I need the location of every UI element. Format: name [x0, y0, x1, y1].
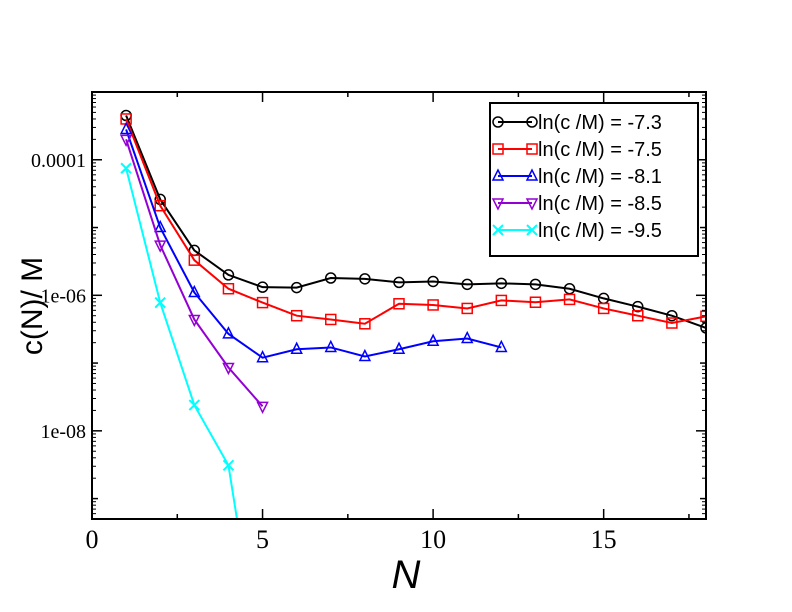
data-point — [154, 219, 167, 233]
data-point — [290, 281, 303, 294]
legend-marker — [492, 116, 504, 128]
data-point — [119, 134, 133, 148]
data-point — [461, 330, 474, 344]
series-line — [125, 115, 706, 329]
data-point — [700, 310, 706, 323]
series-2 — [120, 113, 706, 330]
data-point — [495, 277, 508, 290]
legend-marker — [492, 143, 504, 155]
y-tick-label: 1e-06 — [40, 285, 86, 307]
legend-entry: ln(c /M) = -7.5 — [492, 139, 662, 161]
legend-label: ln(c /M) = -9.5 — [538, 220, 662, 242]
data-point — [154, 296, 166, 309]
legend-marker — [525, 198, 539, 211]
series-line — [125, 139, 264, 407]
data-point — [188, 284, 201, 298]
data-point — [529, 278, 542, 291]
legend-label: ln(c /M) = -8.5 — [538, 193, 662, 215]
x-tick-label: 0 — [86, 525, 99, 554]
data-point — [427, 275, 439, 288]
data-point — [666, 309, 678, 322]
series-5 — [120, 162, 238, 519]
series-3 — [119, 121, 508, 363]
data-point — [154, 240, 167, 253]
x-tick-label: 5 — [256, 525, 269, 554]
data-point — [359, 318, 371, 330]
data-point — [222, 362, 235, 376]
series-line — [125, 167, 238, 519]
data-point — [427, 299, 439, 311]
legend: ln(c /M) = -7.3 ln(c /M) = -7.5 ln(c /M) =… — [489, 102, 699, 257]
data-point — [597, 302, 610, 315]
legend-label: ln(c /M) = -8.1 — [538, 166, 662, 188]
legend-entry: ln(c /M) = -8.1 — [491, 166, 662, 188]
x-tick-label: 10 — [420, 525, 446, 554]
data-point — [359, 273, 371, 285]
data-point — [529, 296, 542, 308]
data-point — [256, 401, 269, 414]
data-point — [563, 293, 576, 306]
x-tick-label: 15 — [591, 525, 617, 554]
data-point — [495, 339, 508, 353]
data-point — [119, 121, 133, 135]
data-point — [154, 199, 166, 212]
legend-entry: ln(c /M) = -8.5 — [491, 193, 662, 215]
data-point — [632, 300, 644, 313]
series-4 — [119, 134, 269, 414]
series-line — [125, 129, 502, 359]
y-tick-label: 0.0001 — [31, 150, 86, 172]
data-point — [290, 341, 303, 354]
data-point — [426, 333, 440, 346]
data-point — [222, 282, 235, 295]
data-point — [188, 254, 201, 266]
data-point — [632, 309, 644, 322]
legend-marker — [526, 224, 538, 236]
data-point — [222, 459, 235, 472]
data-point — [495, 294, 508, 307]
data-point — [222, 326, 235, 339]
y-axis-title-group: c(N)/ M — [16, 257, 49, 355]
data-point — [188, 399, 201, 411]
y-axis-title: c(N)/ M — [16, 257, 49, 355]
axes-layer: 0 5 10 15 0.0001 1e-06 1e-08 — [31, 91, 706, 554]
data-point — [324, 339, 337, 353]
legend-marker — [491, 198, 505, 211]
data-point — [461, 278, 473, 291]
data-point — [120, 162, 132, 174]
x-axis-title: N — [392, 553, 421, 597]
data-point — [290, 309, 303, 322]
series-1 — [120, 109, 706, 334]
data-point — [256, 281, 269, 293]
data-point — [222, 269, 235, 281]
data-point — [392, 341, 406, 354]
legend-label: ln(c /M) = -7.5 — [538, 139, 662, 161]
data-point — [393, 298, 405, 310]
legend-label: ln(c /M) = -7.3 — [538, 112, 662, 134]
data-point — [358, 348, 372, 362]
legend-marker — [526, 143, 538, 155]
data-point — [256, 296, 269, 309]
legend-marker — [526, 116, 538, 128]
data-point — [325, 313, 337, 326]
data-point — [393, 276, 405, 289]
data-point — [188, 314, 201, 328]
data-point — [461, 302, 473, 315]
y-tick-label: 1e-08 — [40, 421, 86, 443]
legend-entry: ln(c /M) = -7.3 — [492, 112, 662, 134]
legend-marker — [491, 168, 505, 181]
data-point — [325, 272, 337, 284]
legend-entry: ln(c /M) = -9.5 — [492, 220, 662, 242]
series-layer — [119, 109, 706, 519]
legend-marker — [492, 224, 504, 236]
data-point — [256, 350, 269, 363]
legend-marker — [525, 168, 539, 181]
data-point — [700, 322, 706, 334]
data-point — [666, 317, 678, 329]
